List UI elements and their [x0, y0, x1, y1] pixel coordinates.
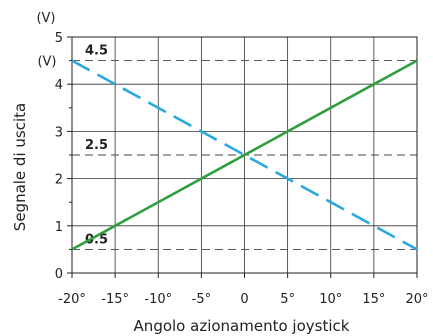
- y-unit-top: (V): [36, 11, 55, 26]
- x-tick-label: 5°: [280, 292, 295, 307]
- x-tick-labels: -20° -15° -10° -5° 0 5° 10° 15° 20°: [58, 273, 429, 307]
- y-tick-label: 2: [55, 173, 63, 188]
- x-tick-label: 0: [240, 292, 248, 307]
- reference-label: 4.5: [85, 44, 108, 59]
- y-unit-side: (V): [37, 55, 56, 70]
- y-axis-title: Segnale di uscita: [11, 103, 29, 231]
- y-tick-labels: 0 1 2 3 4 5: [55, 31, 72, 282]
- x-tick-label: 20°: [405, 292, 428, 307]
- reference-label: 0.5: [85, 232, 108, 247]
- y-tick-label: 4: [55, 78, 63, 93]
- x-tick-label: -15°: [101, 292, 129, 307]
- x-tick-label: 15°: [362, 292, 385, 307]
- x-tick-label: 10°: [319, 292, 342, 307]
- y-tick-label: 5: [55, 31, 63, 46]
- x-tick-label: -5°: [192, 292, 211, 307]
- x-tick-label: -20°: [58, 292, 86, 307]
- series-line-solid: [71, 59, 418, 251]
- reference-label: 2.5: [85, 138, 108, 153]
- x-axis-title: Angolo azionamento joystick: [134, 317, 350, 335]
- series-line-dashed: [71, 59, 418, 251]
- series-lines: [71, 59, 418, 251]
- x-tick-label: -10°: [144, 292, 172, 307]
- y-tick-label: 3: [55, 125, 63, 140]
- y-tick-label: 0: [55, 267, 63, 282]
- y-tick-label: 1: [55, 220, 63, 235]
